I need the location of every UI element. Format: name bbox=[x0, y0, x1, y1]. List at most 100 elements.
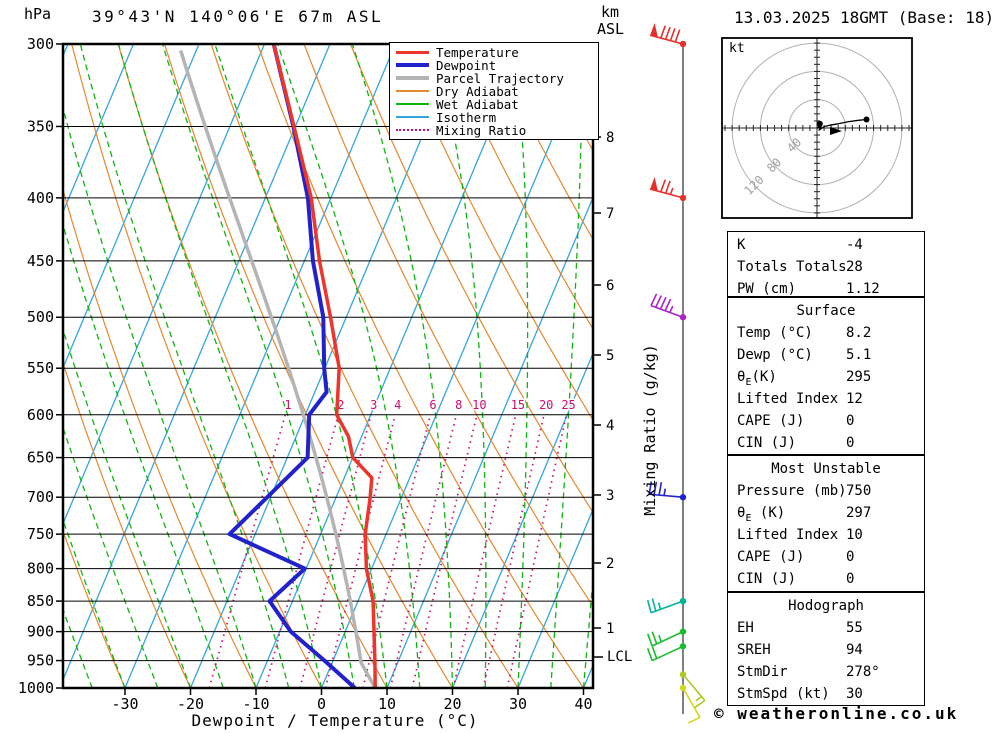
isotherm bbox=[63, 44, 331, 682]
temp-tick-label: 10 bbox=[378, 695, 396, 713]
table-row-value: 94 bbox=[846, 642, 863, 658]
temp-tick-label: 20 bbox=[443, 695, 461, 713]
copyright-credit: © weatheronline.co.uk bbox=[714, 704, 959, 723]
pressure-tick-label: 650 bbox=[27, 449, 54, 467]
temp-tick-label: 40 bbox=[574, 695, 592, 713]
wind-barb-half-feather bbox=[663, 488, 667, 496]
wind-barb bbox=[679, 684, 701, 724]
table-row-value: 0 bbox=[846, 571, 855, 587]
table-row: θE(K) 295 bbox=[728, 366, 924, 388]
table-row-label: StmSpd (kt) bbox=[737, 686, 830, 702]
isotherm-lines bbox=[63, 44, 593, 688]
wind-barb-feather bbox=[646, 599, 652, 613]
table-row: θE (K) 297 bbox=[728, 502, 924, 524]
table-row: StmSpd (kt) 30 bbox=[728, 683, 924, 705]
table-row: Totals Totals 28 bbox=[728, 256, 924, 278]
temp-tick-label: -10 bbox=[242, 695, 269, 713]
dry-adiabat bbox=[396, 44, 593, 422]
wind-barb-feather bbox=[651, 646, 658, 659]
wind-barb bbox=[646, 628, 687, 647]
mixing-ratio-value-label: 6 bbox=[429, 398, 436, 412]
table-row: Dewp (°C) 5.1 bbox=[728, 344, 924, 366]
table-row: CAPE (J) 0 bbox=[728, 546, 924, 568]
stats-table-surface: Surface Temp (°C) 8.2 Dewp (°C) 5.1 θE(K) 295 L… bbox=[727, 297, 925, 455]
table-row-label: K bbox=[737, 237, 746, 253]
km-tick-label: 3 bbox=[606, 488, 614, 504]
table-row-value: 10 bbox=[846, 527, 863, 543]
wind-barb bbox=[646, 643, 687, 662]
mixing-ratio-line bbox=[411, 414, 478, 688]
table-row-label: θE (K) bbox=[737, 505, 786, 524]
wet-adiabat bbox=[550, 44, 584, 688]
table-row-label: CAPE (J) bbox=[737, 413, 805, 429]
wind-barb-feather bbox=[664, 180, 671, 194]
legend-label: Mixing Ratio bbox=[436, 123, 527, 138]
table-row-value: 1.12 bbox=[846, 281, 880, 297]
wet-adiabat bbox=[63, 607, 93, 688]
pressure-tick-label: 600 bbox=[27, 406, 54, 424]
wind-barb-feather bbox=[660, 179, 666, 193]
wind-barb-station-dot bbox=[679, 671, 687, 678]
wind-barb bbox=[648, 481, 687, 501]
table-row-value: 297 bbox=[846, 505, 872, 521]
mixing-ratio-value-label: 3 bbox=[370, 398, 377, 412]
temperature-line bbox=[272, 44, 377, 688]
legend-swatch-mixing-ratio bbox=[396, 129, 429, 131]
dry-adiabat bbox=[442, 44, 593, 331]
hodograph-unit-label: kt bbox=[729, 41, 745, 56]
km-tick-label: 6 bbox=[606, 278, 614, 294]
parcel-trajectory-line bbox=[179, 49, 377, 688]
wind-barb-station-dot bbox=[679, 40, 687, 48]
isotherm bbox=[255, 44, 528, 688]
table-row: CIN (J) 0 bbox=[728, 568, 924, 590]
legend-swatch-parcel-trajectory bbox=[396, 76, 429, 80]
table-row-label: Pressure (mb) bbox=[737, 483, 847, 499]
legend-swatch-dewpoint bbox=[396, 63, 429, 67]
dry-adiabat bbox=[489, 44, 593, 241]
stats-table-hodograph: Hodograph EH 55 SREH 94 StmDir 278° StmSpd (kt)… bbox=[727, 592, 925, 706]
wind-barb-half-feather bbox=[658, 634, 663, 643]
mixing-ratio-value-label: 10 bbox=[472, 398, 486, 412]
pressure-tick-label: 700 bbox=[27, 488, 54, 506]
legend-label: Dewpoint bbox=[436, 58, 497, 73]
wind-barb-staff bbox=[649, 34, 684, 45]
mixing-ratio-value-label: 8 bbox=[455, 398, 462, 412]
hodograph-ring-label: 40 bbox=[784, 135, 804, 155]
table-row-value: 30 bbox=[846, 686, 863, 702]
pressure-tick-label: 850 bbox=[27, 592, 54, 610]
km-tick-label: 4 bbox=[606, 418, 614, 434]
table-title: Surface bbox=[796, 303, 856, 319]
legend-label: Dry Adiabat bbox=[436, 84, 519, 99]
wet-adiabat-lines bbox=[63, 44, 593, 688]
wind-barb-station-dot bbox=[679, 597, 687, 605]
table-row-label: Totals Totals bbox=[737, 259, 847, 275]
wet-adiabat bbox=[117, 44, 323, 688]
table-row-value: 278° bbox=[846, 664, 880, 680]
wind-barb bbox=[650, 293, 687, 321]
theta-e-subscript: E bbox=[745, 376, 752, 388]
wind-barb-feather bbox=[650, 293, 658, 306]
wind-barb-station-dot bbox=[679, 643, 687, 650]
hodograph-trace-start-dot bbox=[816, 120, 823, 127]
table-row-label: StmDir bbox=[737, 664, 788, 680]
wind-barb bbox=[646, 597, 687, 614]
km-tick-label: 8 bbox=[606, 130, 614, 146]
wind-barb-staff bbox=[682, 687, 701, 718]
pressure-axis-unit-label: hPa bbox=[24, 5, 52, 23]
table-row-label: PW (cm) bbox=[737, 281, 797, 297]
table-row-value: 0 bbox=[846, 413, 855, 429]
table-row-label: Dewp (°C) bbox=[737, 347, 813, 363]
wet-adiabat bbox=[351, 44, 454, 688]
wind-barb-feather bbox=[660, 25, 666, 39]
legend-label: Parcel Trajectory bbox=[436, 71, 564, 86]
pressure-tick-label: 750 bbox=[27, 525, 54, 543]
table-row: Lifted Index 10 bbox=[728, 524, 924, 546]
table-row: Pressure (mb) 750 bbox=[728, 480, 924, 502]
pressure-tick-label: 450 bbox=[27, 252, 54, 270]
mixing-ratio-value-label: 2 bbox=[337, 398, 344, 412]
wind-barb-feather bbox=[648, 481, 653, 495]
table-row-value: 12 bbox=[846, 391, 863, 407]
wet-adiabat bbox=[434, 44, 487, 688]
wind-barb-station-dot bbox=[679, 628, 687, 635]
